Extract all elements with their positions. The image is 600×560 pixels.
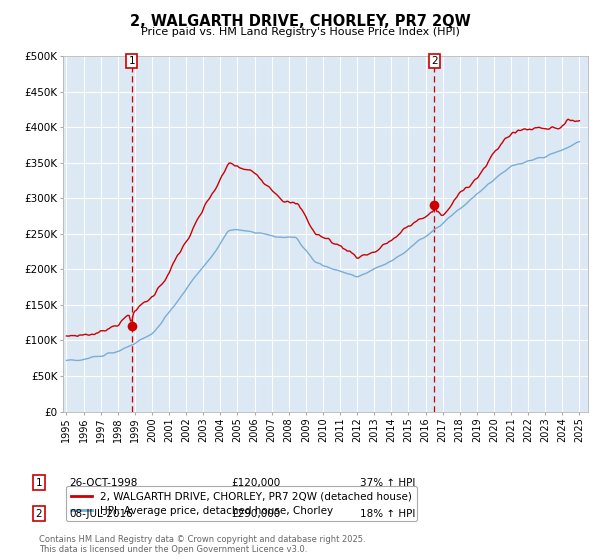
Text: 2: 2 — [35, 508, 43, 519]
Text: Price paid vs. HM Land Registry's House Price Index (HPI): Price paid vs. HM Land Registry's House … — [140, 27, 460, 37]
Text: 37% ↑ HPI: 37% ↑ HPI — [360, 478, 415, 488]
Text: 1: 1 — [128, 56, 135, 66]
Text: £120,000: £120,000 — [231, 478, 280, 488]
Text: £290,000: £290,000 — [231, 508, 280, 519]
Text: 26-OCT-1998: 26-OCT-1998 — [69, 478, 137, 488]
Text: 2, WALGARTH DRIVE, CHORLEY, PR7 2QW: 2, WALGARTH DRIVE, CHORLEY, PR7 2QW — [130, 14, 470, 29]
Text: 08-JUL-2016: 08-JUL-2016 — [69, 508, 133, 519]
Text: 2: 2 — [431, 56, 438, 66]
Text: 1: 1 — [35, 478, 43, 488]
Text: 18% ↑ HPI: 18% ↑ HPI — [360, 508, 415, 519]
Text: Contains HM Land Registry data © Crown copyright and database right 2025.
This d: Contains HM Land Registry data © Crown c… — [39, 535, 365, 554]
Legend: 2, WALGARTH DRIVE, CHORLEY, PR7 2QW (detached house), HPI: Average price, detach: 2, WALGARTH DRIVE, CHORLEY, PR7 2QW (det… — [65, 486, 417, 521]
